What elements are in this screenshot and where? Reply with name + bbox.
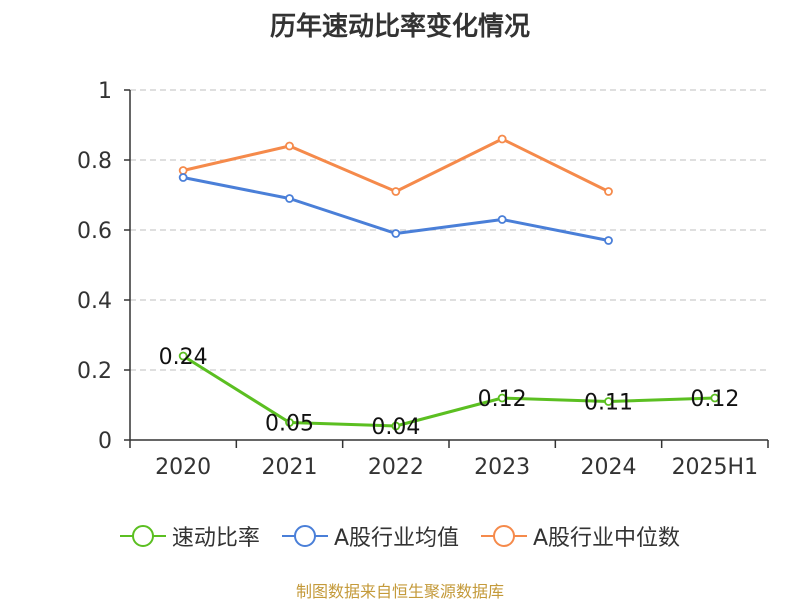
chart-title: 历年速动比率变化情况 [269,12,530,42]
y-tick-label: 0.6 [77,219,112,244]
legend-dot [493,525,515,547]
x-tick-label: 2024 [581,455,637,480]
legend-label: A股行业中位数 [533,526,681,551]
gridlines [130,89,768,371]
legend-dot [293,525,316,547]
data-label: 0.12 [478,387,527,412]
data-label: 0.24 [159,345,208,370]
legend-dot [131,525,154,547]
x-tick-label: 2022 [368,455,424,480]
data-point [604,236,613,245]
x-tick-label: 2025H1 [672,455,759,480]
y-tick-label: 0.8 [77,149,112,174]
data-label: 0.04 [371,415,420,440]
y-tick-label: 1 [98,79,112,104]
data-label: 0.11 [584,391,633,416]
legend-label: 速动比率 [171,526,260,551]
legend: 速动比率 A股行业均值 A股行业中位数 [0,518,800,554]
series [178,134,720,431]
series-line [182,354,715,428]
y-tick-label: 0.2 [77,359,112,384]
legend-item-industry-median[interactable]: A股行业中位数 [481,520,680,552]
axes: 0 0.2 0.4 0.6 0.8 1 2020 2021 2022 2023 2024 2025H1 [77,79,769,480]
data-point [604,187,613,196]
data-point [710,393,720,403]
legend-item-industry-mean[interactable]: A股行业均值 [281,520,459,552]
legend-swatch-industry-median [481,524,527,548]
x-tick-label: 2020 [155,455,211,480]
data-point [285,194,294,203]
data-point [178,166,188,175]
data-point [391,187,401,196]
data-point [285,141,294,151]
data-point [391,421,401,431]
source-note: 制图数据来自恒生聚源数据库 [295,582,504,601]
data-point [178,351,188,361]
x-tick-label: 2021 [262,455,318,480]
y-tick-label: 0 [98,429,112,454]
data-point [178,173,188,182]
data-point [391,229,401,238]
x-tick-label: 2023 [474,455,530,480]
legend-item-quick-ratio[interactable]: 速动比率 [119,520,260,552]
y-tick-label: 0.4 [77,289,112,314]
legend-swatch-quick-ratio [119,524,166,548]
data-label: 0.12 [690,387,739,412]
data-point [497,215,507,224]
data-point [497,134,507,144]
data-point [604,397,613,406]
data-labels: 0.24 0.05 0.04 0.12 0.11 0.12 [159,345,740,440]
data-label: 0.05 [265,412,314,437]
legend-swatch-industry-mean [281,524,328,548]
legend-label: A股行业均值 [333,526,459,551]
data-point [285,418,294,427]
data-point [497,393,507,403]
series-line [182,137,610,193]
